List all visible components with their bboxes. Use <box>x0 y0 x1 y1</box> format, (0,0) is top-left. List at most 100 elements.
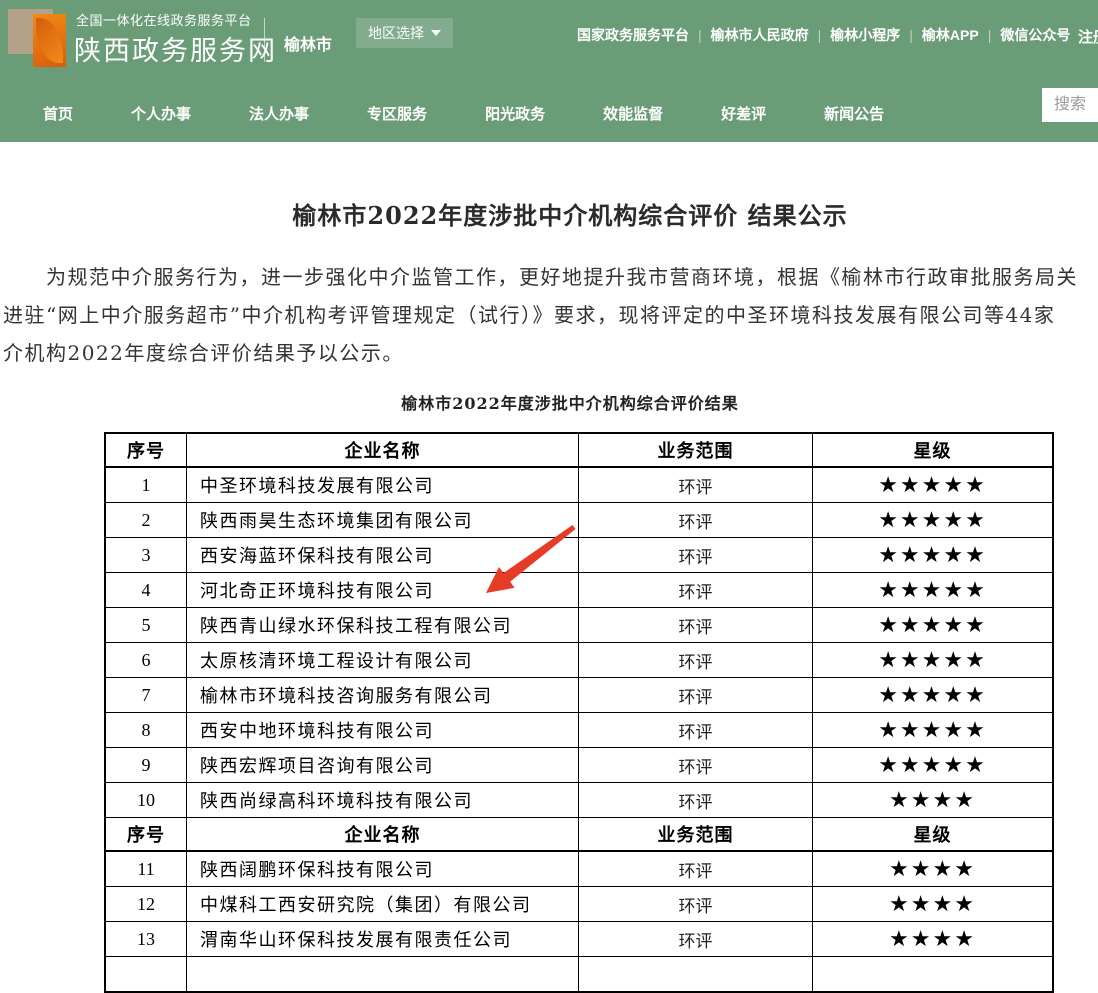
table-row: 4 河北奇正环境科技有限公司 环评 ★★★★★ <box>104 572 1054 608</box>
header-link[interactable]: 国家政务服务平台 <box>577 27 689 43</box>
platform-name: 全国一体化在线政务服务平台 <box>76 13 252 28</box>
company-name: 陕西雨昊生态环境集团有限公司 <box>186 502 579 538</box>
header-divider <box>264 18 265 62</box>
header-link[interactable]: 榆林小程序 <box>830 27 901 43</box>
announcement-paragraph: 为规范中介服务行为，进一步强化中介监管工作，更好地提升我市营商环境，根据《榆林市… <box>3 258 1098 372</box>
star-rating: ★★★★★ <box>812 537 1054 573</box>
business-scope: 环评 <box>578 642 813 678</box>
table-row <box>104 956 1054 993</box>
column-header: 序号 <box>104 817 187 852</box>
table-row: 5 陕西青山绿水环保科技工程有限公司 环评 ★★★★★ <box>104 607 1054 643</box>
business-scope: 环评 <box>578 537 813 573</box>
nav-item[interactable]: 阳光政务 <box>485 106 546 123</box>
register-link[interactable]: 注册 <box>1078 29 1098 46</box>
nav-item[interactable]: 法人办事 <box>249 106 310 123</box>
paragraph-line: 为规范中介服务行为，进一步强化中介监管工作，更好地提升我市营商环境，根据《榆林市… <box>46 265 1078 289</box>
row-number: 5 <box>104 607 187 643</box>
site-logo[interactable] <box>8 9 66 67</box>
company-name: 陕西青山绿水环保科技工程有限公司 <box>186 607 579 643</box>
star-rating: ★★★★ <box>812 782 1054 818</box>
results-table-body: 序号 企业名称 业务范围 星级 1 中圣环境科技发展有限公司 环评 ★★★★★ 2 陕西雨昊生态环… <box>104 432 1054 993</box>
paragraph-line: 介机构2022年度综合评价结果予以公示。 <box>3 341 404 365</box>
empty-cell <box>186 956 579 993</box>
business-scope: 环评 <box>578 921 813 957</box>
header-link[interactable]: 榆林市人民政府 <box>710 27 809 43</box>
star-rating: ★★★★ <box>812 850 1054 887</box>
current-city[interactable]: 榆林市 <box>284 37 333 54</box>
company-name: 陕西宏辉项目咨询有限公司 <box>186 747 579 783</box>
star-rating: ★★★★★ <box>812 572 1054 608</box>
row-number: 10 <box>104 782 187 818</box>
star-rating: ★★★★★ <box>812 747 1054 783</box>
site-header: 全国一体化在线政务服务平台 陕西政务服务网 榆林市 地区选择 国家政务服务平台 |… <box>0 0 1098 142</box>
empty-cell <box>104 956 187 993</box>
table-caption: 榆林市2022年度涉批中介机构综合评价结果 <box>401 394 739 413</box>
star-rating: ★★★★★ <box>812 607 1054 643</box>
row-number: 13 <box>104 921 187 957</box>
region-select-button[interactable]: 地区选择 <box>356 18 453 48</box>
business-scope: 环评 <box>578 572 813 608</box>
company-name: 河北奇正环境科技有限公司 <box>186 572 579 608</box>
nav-item[interactable]: 效能监督 <box>603 106 664 123</box>
star-rating: ★★★★★ <box>812 677 1054 713</box>
column-header: 业务范围 <box>578 432 813 468</box>
nav-item[interactable]: 专区服务 <box>367 106 428 123</box>
nav-item[interactable]: 好差评 <box>721 106 767 123</box>
business-scope: 环评 <box>578 502 813 538</box>
link-separator: | <box>909 27 913 43</box>
business-scope: 环评 <box>578 677 813 713</box>
header-link[interactable]: 微信公众号 <box>1000 27 1071 43</box>
star-rating: ★★★★★ <box>812 502 1054 538</box>
nav-item[interactable]: 个人办事 <box>131 106 192 123</box>
empty-cell <box>812 956 1054 993</box>
region-select-label: 地区选择 <box>368 25 424 41</box>
search-input[interactable] <box>1042 88 1098 122</box>
company-name: 榆林市环境科技咨询服务有限公司 <box>186 677 579 713</box>
table-row: 11 陕西阔鹏环保科技有限公司 环评 ★★★★ <box>104 850 1054 887</box>
row-number: 3 <box>104 537 187 573</box>
chevron-down-icon <box>431 30 441 36</box>
row-number: 1 <box>104 466 187 503</box>
column-header: 企业名称 <box>186 432 579 468</box>
table-row: 12 中煤科工西安研究院（集团）有限公司 环评 ★★★★ <box>104 886 1054 922</box>
site-name: 陕西政务服务网 <box>74 36 277 66</box>
link-separator: | <box>698 27 702 43</box>
business-scope: 环评 <box>578 886 813 922</box>
header-link[interactable]: 榆林APP <box>921 27 979 43</box>
star-rating: ★★★★ <box>812 921 1054 957</box>
table-row: 10 陕西尚绿高科环境科技有限公司 环评 ★★★★ <box>104 782 1054 818</box>
business-scope: 环评 <box>578 747 813 783</box>
table-row: 3 西安海蓝环保科技有限公司 环评 ★★★★★ <box>104 537 1054 573</box>
company-name: 陕西阔鹏环保科技有限公司 <box>186 850 579 887</box>
company-name: 陕西尚绿高科环境科技有限公司 <box>186 782 579 818</box>
nav-item[interactable]: 新闻公告 <box>824 106 885 123</box>
row-number: 12 <box>104 886 187 922</box>
business-scope: 环评 <box>578 607 813 643</box>
column-header: 序号 <box>104 432 187 468</box>
table-header-row: 序号 企业名称 业务范围 星级 <box>104 817 1054 852</box>
star-rating: ★★★★ <box>812 886 1054 922</box>
empty-cell <box>578 956 813 993</box>
star-rating: ★★★★★ <box>812 712 1054 748</box>
row-number: 4 <box>104 572 187 608</box>
row-number: 2 <box>104 502 187 538</box>
table-row: 1 中圣环境科技发展有限公司 环评 ★★★★★ <box>104 466 1054 503</box>
business-scope: 环评 <box>578 466 813 503</box>
business-scope: 环评 <box>578 850 813 887</box>
row-number: 6 <box>104 642 187 678</box>
search-box[interactable] <box>1042 88 1098 122</box>
company-name: 西安海蓝环保科技有限公司 <box>186 537 579 573</box>
column-header: 业务范围 <box>578 817 813 852</box>
column-header: 星级 <box>812 817 1054 852</box>
table-row: 13 渭南华山环保科技发展有限责任公司 环评 ★★★★ <box>104 921 1054 957</box>
table-row: 2 陕西雨昊生态环境集团有限公司 环评 ★★★★★ <box>104 502 1054 538</box>
row-number: 8 <box>104 712 187 748</box>
link-separator: | <box>817 27 822 43</box>
nav-item[interactable]: 首页 <box>43 106 74 123</box>
table-row: 6 太原核清环境工程设计有限公司 环评 ★★★★★ <box>104 642 1054 678</box>
link-separator: | <box>987 27 992 43</box>
company-name: 中圣环境科技发展有限公司 <box>186 466 579 503</box>
table-row: 9 陕西宏辉项目咨询有限公司 环评 ★★★★★ <box>104 747 1054 783</box>
business-scope: 环评 <box>578 782 813 818</box>
column-header: 星级 <box>812 432 1054 468</box>
